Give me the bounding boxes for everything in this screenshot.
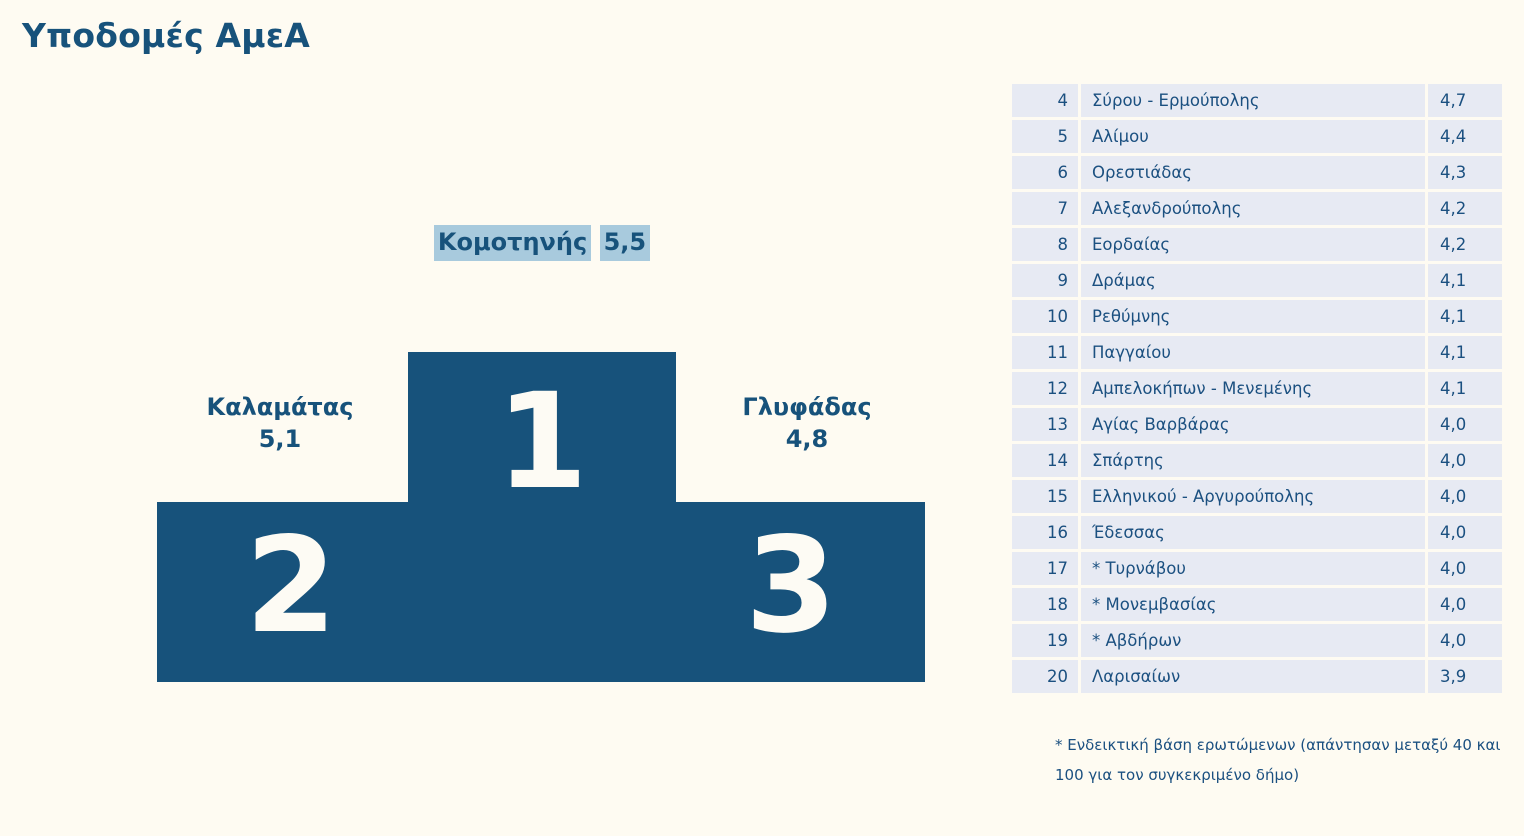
podium-label-first-place: Κομοτηνής 5,5 xyxy=(410,225,674,261)
table-cell-score: 3,9 xyxy=(1428,660,1502,696)
podium-rank-digit-2: 2 xyxy=(245,509,337,663)
table-cell-score: 4,1 xyxy=(1428,372,1502,408)
podium-label-second-place: Καλαμάτας 5,1 xyxy=(155,392,405,455)
table-cell-municipality: Σπάρτης xyxy=(1081,444,1428,480)
podium-third-place-name: Γλυφάδας xyxy=(742,393,872,421)
table-cell-rank: 8 xyxy=(1012,228,1081,264)
podium-rank-digit-3: 3 xyxy=(745,509,837,663)
podium-second-place-name: Καλαμάτας xyxy=(206,393,354,421)
table-cell-municipality: * Τυρνάβου xyxy=(1081,552,1428,588)
table-cell-score: 4,7 xyxy=(1428,84,1502,120)
table-cell-score: 4,0 xyxy=(1428,408,1502,444)
table-row: 10 Ρεθύμνης 4,1 xyxy=(1012,300,1502,336)
table-cell-rank: 6 xyxy=(1012,156,1081,192)
ranking-table: 4 Σύρου - Ερμούπολης 4,7 5 Αλίμου 4,4 6 Ορεστιά… xyxy=(1012,84,1502,696)
table-cell-rank: 18 xyxy=(1012,588,1081,624)
table-cell-score: 4,1 xyxy=(1428,264,1502,300)
table-row: 6 Ορεστιάδας 4,3 xyxy=(1012,156,1502,192)
table-cell-municipality: Αλεξανδρούπολης xyxy=(1081,192,1428,228)
table-cell-municipality: Ορεστιάδας xyxy=(1081,156,1428,192)
table-cell-score: 4,0 xyxy=(1428,480,1502,516)
table-cell-score: 4,2 xyxy=(1428,192,1502,228)
table-row: 16 Έδεσσας 4,0 xyxy=(1012,516,1502,552)
podium-first-place-score: 5,5 xyxy=(599,225,651,261)
page-title: Υποδομές ΑμεΑ xyxy=(22,16,311,55)
ranking-table-body: 4 Σύρου - Ερμούπολης 4,7 5 Αλίμου 4,4 6 Ορεστιά… xyxy=(1012,84,1502,696)
table-cell-municipality: Αλίμου xyxy=(1081,120,1428,156)
table-row: 17 * Τυρνάβου 4,0 xyxy=(1012,552,1502,588)
table-row: 13 Αγίας Βαρβάρας 4,0 xyxy=(1012,408,1502,444)
table-row: 20 Λαρισαίων 3,9 xyxy=(1012,660,1502,696)
table-cell-score: 4,0 xyxy=(1428,624,1502,660)
table-cell-municipality: * Μονεμβασίας xyxy=(1081,588,1428,624)
table-row: 11 Παγγαίου 4,1 xyxy=(1012,336,1502,372)
table-cell-score: 4,4 xyxy=(1428,120,1502,156)
table-cell-municipality: Ελληνικού - Αργυρούπολης xyxy=(1081,480,1428,516)
table-row: 19 * Αβδήρων 4,0 xyxy=(1012,624,1502,660)
table-cell-rank: 4 xyxy=(1012,84,1081,120)
table-row: 12 Αμπελοκήπων - Μενεμένης 4,1 xyxy=(1012,372,1502,408)
table-cell-municipality: Λαρισαίων xyxy=(1081,660,1428,696)
table-cell-score: 4,2 xyxy=(1428,228,1502,264)
table-cell-rank: 12 xyxy=(1012,372,1081,408)
table-cell-rank: 5 xyxy=(1012,120,1081,156)
table-cell-rank: 13 xyxy=(1012,408,1081,444)
table-row: 5 Αλίμου 4,4 xyxy=(1012,120,1502,156)
table-row: 4 Σύρου - Ερμούπολης 4,7 xyxy=(1012,84,1502,120)
table-row: 7 Αλεξανδρούπολης 4,2 xyxy=(1012,192,1502,228)
podium-second-place-score: 5,1 xyxy=(258,424,302,453)
podium-rank-digit-1: 1 xyxy=(496,365,588,519)
table-cell-score: 4,0 xyxy=(1428,552,1502,588)
table-cell-rank: 15 xyxy=(1012,480,1081,516)
table-cell-score: 4,1 xyxy=(1428,336,1502,372)
table-row: 8 Εορδαίας 4,2 xyxy=(1012,228,1502,264)
table-row: 15 Ελληνικού - Αργυρούπολης 4,0 xyxy=(1012,480,1502,516)
table-cell-municipality: Εορδαίας xyxy=(1081,228,1428,264)
podium-first-place-name: Κομοτηνής xyxy=(433,225,592,261)
table-row: 9 Δράμας 4,1 xyxy=(1012,264,1502,300)
table-cell-municipality: Αγίας Βαρβάρας xyxy=(1081,408,1428,444)
table-cell-rank: 7 xyxy=(1012,192,1081,228)
table-row: 18 * Μονεμβασίας 4,0 xyxy=(1012,588,1502,624)
table-cell-municipality: Σύρου - Ερμούπολης xyxy=(1081,84,1428,120)
table-cell-rank: 19 xyxy=(1012,624,1081,660)
table-cell-rank: 14 xyxy=(1012,444,1081,480)
table-cell-score: 4,0 xyxy=(1428,588,1502,624)
table-cell-score: 4,0 xyxy=(1428,516,1502,552)
podium-third-place-score: 4,8 xyxy=(785,424,829,453)
table-cell-municipality: Αμπελοκήπων - Μενεμένης xyxy=(1081,372,1428,408)
table-cell-municipality: Παγγαίου xyxy=(1081,336,1428,372)
table-cell-rank: 17 xyxy=(1012,552,1081,588)
table-cell-score: 4,3 xyxy=(1428,156,1502,192)
table-cell-municipality: * Αβδήρων xyxy=(1081,624,1428,660)
table-cell-rank: 20 xyxy=(1012,660,1081,696)
table-cell-municipality: Ρεθύμνης xyxy=(1081,300,1428,336)
table-cell-rank: 16 xyxy=(1012,516,1081,552)
footnote: * Ενδεικτική βάση ερωτώμενων (απάντησαν … xyxy=(1055,736,1501,784)
table-cell-score: 4,1 xyxy=(1428,300,1502,336)
table-cell-rank: 10 xyxy=(1012,300,1081,336)
podium-label-third-place: Γλυφάδας 4,8 xyxy=(682,392,932,455)
podium-chart: 1 2 3 Κομοτηνής 5,5 Καλαμάτας 5,1 Γλυφάδ… xyxy=(155,225,932,682)
table-cell-score: 4,0 xyxy=(1428,444,1502,480)
table-cell-municipality: Έδεσσας xyxy=(1081,516,1428,552)
table-cell-rank: 9 xyxy=(1012,264,1081,300)
podium-block-base xyxy=(157,502,925,682)
table-row: 14 Σπάρτης 4,0 xyxy=(1012,444,1502,480)
table-cell-municipality: Δράμας xyxy=(1081,264,1428,300)
table-cell-rank: 11 xyxy=(1012,336,1081,372)
